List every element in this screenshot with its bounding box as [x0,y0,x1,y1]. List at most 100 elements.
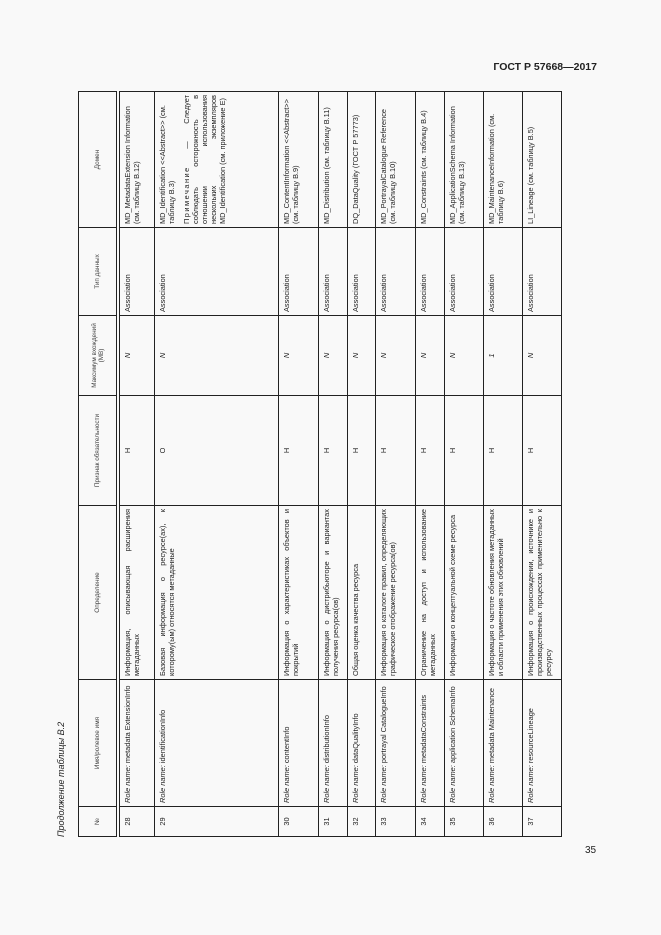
cell-name: Role name: contentInfo [278,679,318,807]
cell-max-occurrence: N [278,315,318,396]
column-header: Домен [78,91,118,228]
cell-definition: Информация о характеристиках объектов и … [278,505,318,680]
cell-number: 32 [347,806,375,837]
role-name: resourceLineage [525,708,535,764]
cell-number: 36 [483,806,522,837]
cell-name: Role name: portrayal CatalogueInfo [375,679,415,807]
cell-domain: MD_Constraints (см. таблицу В.4) [415,91,444,228]
column-header: Максимум вхождений (MB) [78,315,118,396]
cell-domain: MD_Distribution (см. таблицу В.11) [318,91,347,228]
cell-domain: MD_Identification <<Abstract>> (см. табл… [154,91,278,228]
cell-obligation: Н [522,395,561,506]
cell-data-type: Association [318,227,347,316]
cell-name: Role name: resourceLineage [522,679,561,807]
cell-max-occurrence: N [347,315,375,396]
role-name: portrayal CatalogueInfo [378,686,388,764]
cell-name: Role name: identificationInfo [154,679,278,807]
cell-data-type: Association [522,227,561,316]
cell-domain: MD_ApplicationSchema Information (см. та… [444,91,483,228]
cell-name: Role name: metadata Maintenance [483,679,522,807]
role-name: application SchemaInfo [447,686,457,764]
cell-domain: DQ_DataQuality (ГОСТ Р 57773) [347,91,375,228]
note: Примечание — Следует соблюдать осторожно… [182,95,227,224]
cell-max-occurrence: N [522,315,561,396]
cell-obligation: Н [483,395,522,506]
role-label: Role name: [447,765,457,803]
cell-number: 31 [318,806,347,837]
standard-number: ГОСТ Р 57668—2017 [493,61,597,73]
domain-text: MD_ContentInformation <<Abstract>> (см. … [281,99,300,224]
cell-definition: Ограничение на доступ и использование ме… [415,505,444,680]
table-row: 33 Role name: portrayal CatalogueInfo Инфо… [375,91,415,837]
cell-max-occurrence: N [154,315,278,396]
cell-number: 29 [154,806,278,837]
domain-text: LI_Lineage (см. таблицу В.5) [525,126,535,224]
table-caption: Продолжение таблицы В.2 [56,721,66,837]
cell-obligation: Н [444,395,483,506]
table-row: 29 Role name: identificationInfo Базовая и… [154,91,278,837]
domain-text: MD_MaintenanceInformation (см. таблицу В… [486,113,505,224]
cell-obligation: Н [375,395,415,506]
cell-data-type: Association [278,227,318,316]
cell-name: Role name: distributionInfo [318,679,347,807]
role-label: Role name: [418,765,428,803]
cell-max-occurrence: N [118,315,154,396]
domain-text: DQ_DataQuality (ГОСТ Р 57773) [350,114,360,224]
cell-definition: Информация о происхождении, источнике и … [522,505,561,680]
role-label: Role name: [157,765,167,803]
role-label: Role name: [378,765,388,803]
cell-definition: Общая оценка качества ресурса [347,505,375,680]
cell-domain: MD_PortrayalCatalogue Reference (см. таб… [375,91,415,228]
cell-data-type: Association [415,227,444,316]
column-header: Имя/ролевое имя [78,679,118,807]
cell-data-type: Association [154,227,278,316]
domain-text: MD_PortrayalCatalogue Reference (см. таб… [378,108,397,224]
cell-max-occurrence: N [444,315,483,396]
table-row: 35 Role name: application SchemaInfo Инфор… [444,91,483,837]
domain-text: MD_Distribution (см. таблицу В.11) [321,107,331,224]
cell-data-type: Association [375,227,415,316]
cell-data-type: Association [347,227,375,316]
cell-definition: Информация, описывающая расширения метад… [118,505,154,680]
table-row: 34 Role name: metadataConstraints Ограниче… [415,91,444,837]
cell-definition: Базовая информация о ресурсе(ах), к кото… [154,505,278,680]
cell-domain: MD_MaintenanceInformation (см. таблицу В… [483,91,522,228]
note-label: Примечание [181,166,191,224]
cell-obligation: Н [415,395,444,506]
role-name: dataQualityInfo [350,713,360,764]
cell-definition: Информация о концептуальной схеме ресурс… [444,505,483,680]
cell-number: 35 [444,806,483,837]
cell-obligation: Н [278,395,318,506]
role-label: Role name: [350,765,360,803]
role-label: Role name: [321,765,331,803]
cell-definition: Информация о каталоге правил, определяющ… [375,505,415,680]
table-row: 32 Role name: dataQualityInfo Общая оценка… [347,91,375,837]
cell-obligation: Н [118,395,154,506]
cell-obligation: Н [347,395,375,506]
role-label: Role name: [123,765,132,803]
cell-name: Role name: application SchemaInfo [444,679,483,807]
cell-obligation: О [154,395,278,506]
column-header: Признак обязательности [78,395,118,506]
cell-domain: LI_Lineage (см. таблицу В.5) [522,91,561,228]
cell-number: 33 [375,806,415,837]
domain-text: MD_ApplicationSchema Information (см. та… [447,106,466,224]
role-name: identificationInfo [157,709,167,764]
domain-text: MD_MetadataExtension Information (см. та… [123,106,141,224]
cell-max-occurrence: N [375,315,415,396]
cell-obligation: Н [318,395,347,506]
table-header-row: № Имя/ролевое имя Определение Признак обяза… [78,91,118,837]
domain-text: MD_Identification <<Abstract>> (см. табл… [157,105,176,224]
cell-name: Role name: metadataConstraints [415,679,444,807]
page-number: 35 [585,845,597,856]
table-row: 31 Role name: distributionInfo Информация … [318,91,347,837]
domain-text: MD_Constraints (см. таблицу В.4) [418,110,428,224]
column-header: № [78,806,118,837]
table-container: № Имя/ролевое имя Определение Признак обяза… [78,91,561,837]
cell-name: Role name: metadata ExtensionInfo [118,679,154,807]
role-name: metadataConstraints [418,694,428,764]
cell-number: 34 [415,806,444,837]
cell-max-occurrence: N [318,315,347,396]
cell-name: Role name: dataQualityInfo [347,679,375,807]
role-label: Role name: [281,765,291,803]
